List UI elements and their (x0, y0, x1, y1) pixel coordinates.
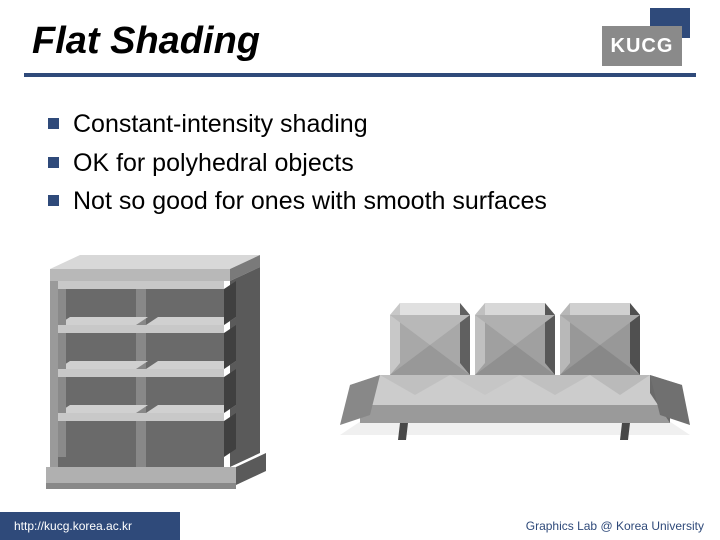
title-area: Flat Shading (24, 20, 696, 90)
bullet-marker-icon (48, 195, 59, 206)
bullet-marker-icon (48, 157, 59, 168)
bullet-item: Constant-intensity shading (48, 108, 680, 141)
footer-url: http://kucg.korea.ac.kr (0, 512, 180, 540)
bullet-text: OK for polyhedral objects (73, 147, 354, 180)
footer-credit: Graphics Lab @ Korea University (510, 512, 720, 540)
slide-title: Flat Shading (24, 20, 696, 69)
bullet-marker-icon (48, 118, 59, 129)
title-underline (24, 73, 696, 77)
footer: http://kucg.korea.ac.kr Graphics Lab @ K… (0, 512, 720, 540)
bullet-text: Not so good for ones with smooth surface… (73, 185, 547, 218)
bookshelf-figure (30, 235, 290, 495)
slide: Flat Shading KUCG Constant-intensity sha… (0, 0, 720, 540)
logo-label: KUCG (602, 26, 682, 66)
logo: KUCG (600, 8, 690, 68)
bullet-text: Constant-intensity shading (73, 108, 368, 141)
bullet-list: Constant-intensity shading OK for polyhe… (48, 108, 680, 224)
image-row (0, 230, 720, 500)
sofa-figure (330, 265, 700, 465)
bullet-item: OK for polyhedral objects (48, 147, 680, 180)
bullet-item: Not so good for ones with smooth surface… (48, 185, 680, 218)
